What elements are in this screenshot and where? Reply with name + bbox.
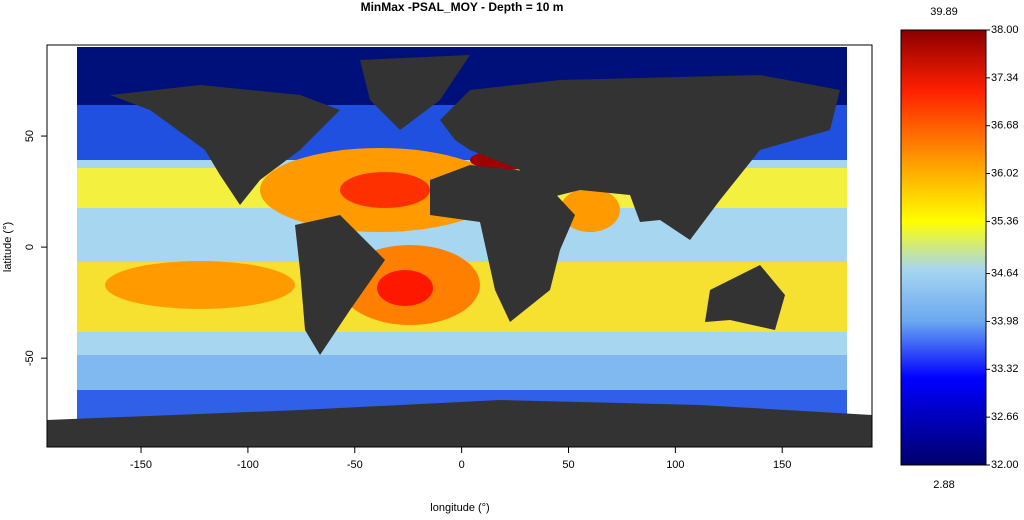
x-tick-label: 0: [459, 459, 465, 471]
chart-title: MinMax -PSAL_MOY - Depth = 10 m: [361, 0, 564, 14]
x-tick-label: -50: [347, 459, 363, 471]
colorbar-max: 39.89: [930, 6, 958, 18]
ocean: [105, 261, 295, 309]
land: [47, 400, 872, 447]
map: [47, 47, 872, 447]
colorbar-tick-label: 35.36: [991, 215, 1019, 227]
ocean: [377, 270, 433, 306]
y-axis-label: latitude (°): [2, 222, 14, 272]
colorbar-tick-label: 36.68: [991, 120, 1019, 132]
x-tick-label: -150: [130, 459, 152, 471]
colorbar-tick-label: 36.02: [991, 167, 1019, 179]
colorbar: [900, 29, 987, 466]
colorbar-tick-label: 32.66: [991, 411, 1019, 423]
colorbar-tick-label: 32.00: [991, 459, 1019, 471]
x-tick-label: 50: [562, 459, 574, 471]
colorbar-tick-label: 34.64: [991, 268, 1019, 280]
land: [295, 215, 385, 355]
x-axis-label: longitude (°): [430, 502, 489, 514]
y-tick-label: 0: [24, 244, 36, 250]
ocean: [340, 172, 430, 208]
land: [360, 55, 470, 130]
x-tick-label: 100: [666, 459, 684, 471]
x-tick-label: 150: [773, 459, 791, 471]
plot-frame: [46, 44, 873, 448]
ocean: [77, 355, 847, 390]
colorbar-tick-label: 38.00: [991, 24, 1019, 36]
colorbar-tick-label: 33.32: [991, 363, 1019, 375]
y-tick-label: 50: [24, 130, 36, 142]
ocean: [560, 188, 620, 232]
land: [705, 265, 785, 330]
y-tick-label: -50: [24, 350, 36, 366]
colorbar-tick-label: 33.98: [991, 315, 1019, 327]
land: [110, 85, 340, 205]
x-tick-label: -100: [237, 459, 259, 471]
colorbar-tick-label: 37.34: [991, 72, 1019, 84]
colorbar-min: 2.88: [933, 479, 954, 491]
land: [430, 165, 575, 322]
